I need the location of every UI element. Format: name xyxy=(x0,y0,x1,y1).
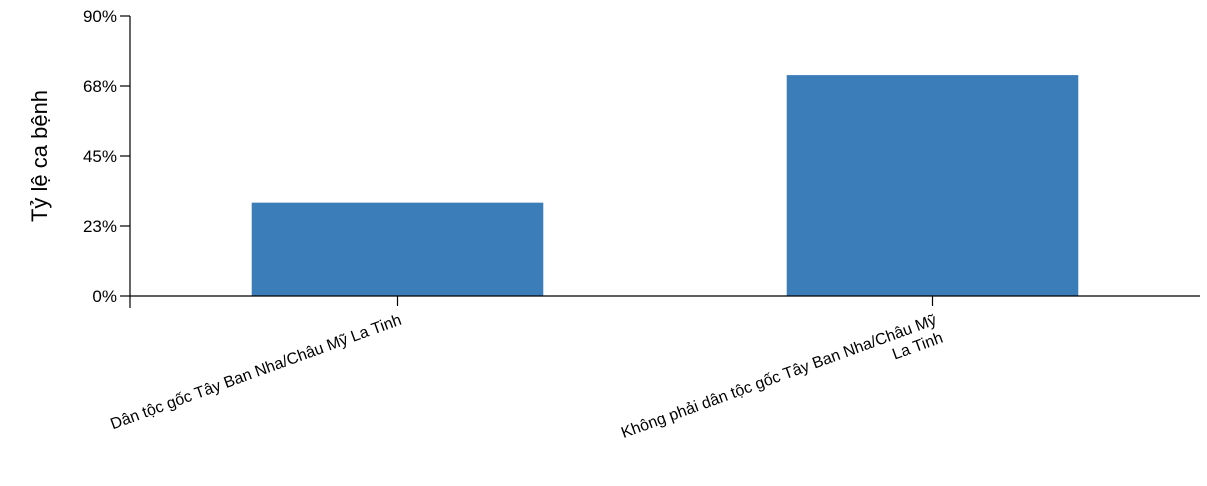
y-tick-label: 23% xyxy=(83,217,117,236)
y-tick-label: 0% xyxy=(92,287,117,306)
y-axis: 0% 23% 45% 68% 90% xyxy=(83,7,131,308)
bar xyxy=(786,75,1079,296)
bar xyxy=(251,202,544,296)
y-tick-label: 68% xyxy=(83,77,117,96)
x-tick-label: Không phải dân tộc gốc Tây Ban Nha/Châu … xyxy=(619,312,945,460)
bars xyxy=(251,75,1079,296)
y-tick-label: 90% xyxy=(83,7,117,26)
x-axis: Dân tộc gốc Tây Ban Nha/Châu Mỹ La Tinh K… xyxy=(108,295,1200,460)
x-tick-label: Dân tộc gốc Tây Ban Nha/Châu Mỹ La Tinh xyxy=(108,312,404,433)
y-axis-title: Tỷ lệ ca bệnh xyxy=(27,90,52,222)
y-tick-label: 45% xyxy=(83,147,117,166)
